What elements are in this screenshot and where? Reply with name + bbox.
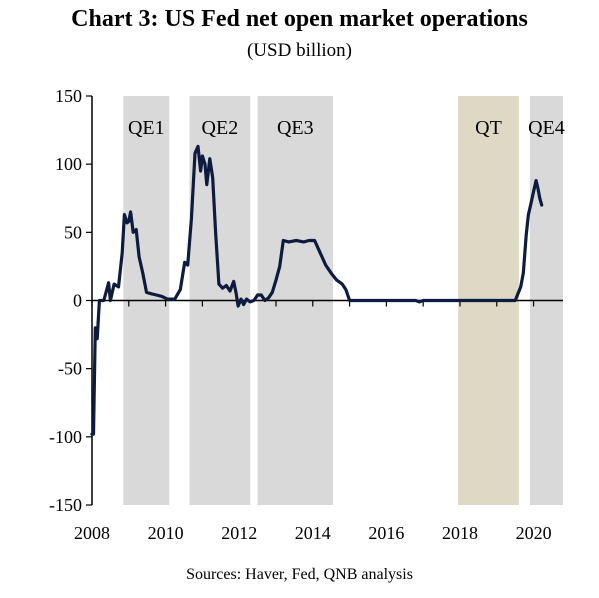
band-label-qe4: QE4 (528, 117, 565, 139)
band-label-qe3: QE3 (277, 117, 314, 139)
chart-source: Sources: Haver, Fed, QNB analysis (186, 566, 413, 583)
x-tick-label: 2016 (368, 523, 404, 543)
y-tick-label: 100 (55, 154, 82, 174)
y-tick-label: -150 (49, 495, 82, 515)
chart-title: Chart 3: US Fed net open market operatio… (71, 6, 528, 32)
x-tick-label: 2014 (295, 523, 331, 543)
x-tick-label: 2012 (221, 523, 257, 543)
tick-labels: 150 100 50 0 -50 -100 -150 2008 2010 2012 2014 2016… (49, 86, 552, 543)
y-tick-label: 50 (64, 222, 82, 242)
band-label-qe1: QE1 (128, 117, 165, 139)
y-tick-label: -50 (58, 359, 82, 379)
series-layer (90, 144, 544, 436)
chart-subtitle: (USD billion) (246, 40, 353, 61)
y-tick-label: 0 (73, 291, 82, 311)
band-label-qt: QT (475, 117, 502, 139)
x-tick-label: 2018 (442, 523, 478, 543)
y-tick-label: -100 (49, 427, 82, 447)
band-label-qe2: QE2 (202, 117, 239, 139)
x-tick-label: 2010 (148, 523, 184, 543)
x-tick-label: 2020 (516, 523, 552, 543)
x-tick-label: 2008 (74, 523, 110, 543)
y-tick-label: 150 (55, 86, 82, 106)
series-line-0 (90, 144, 544, 436)
